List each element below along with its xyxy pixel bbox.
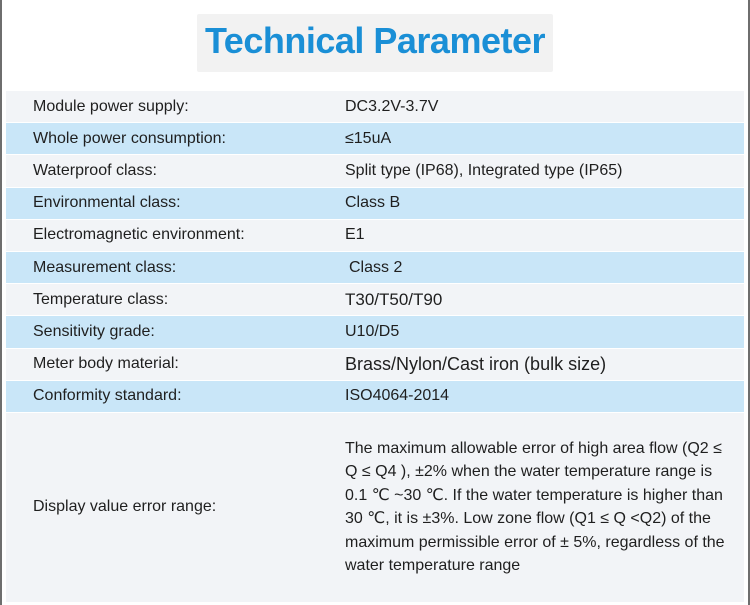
row-value: Class 2 [349,258,403,276]
table-row: Display value error range: The maximum a… [6,412,744,603]
row-label: Electromagnetic environment: [33,226,245,244]
row-value: The maximum allowable error of high area… [345,439,725,575]
row-value: Class B [345,194,401,212]
title-container: Technical Parameter [0,14,750,72]
row-value: Split type (IP68), Integrated type (IP65… [345,161,623,179]
table-row: Waterproof class: Split type (IP68), Int… [6,155,744,188]
table-row: Sensitivity grade: U10/D5 [6,316,744,349]
table-row: Measurement class: Class 2 [6,251,744,285]
row-label: Temperature class: [33,290,169,308]
row-value: DC3.2V-3.7V [345,97,439,115]
table-row: Meter body material: Brass/Nylon/Cast ir… [6,348,744,381]
row-label: Sensitivity grade: [33,322,155,340]
table-row: Conformity standard: ISO4064-2014 [6,380,744,413]
row-value: ISO4064-2014 [345,387,450,405]
table-row: Whole power consumption: ≤15uA [6,123,744,156]
row-label: Whole power consumption: [33,129,226,147]
row-label: Module power supply: [33,97,189,115]
row-label: Conformity standard: [33,387,182,405]
row-label: Display value error range: [33,498,217,516]
row-label: Meter body material: [33,355,179,373]
row-value: U10/D5 [345,322,400,340]
row-value: Brass/Nylon/Cast iron (bulk size) [345,353,607,374]
row-value: ≤15uA [345,129,392,147]
row-value: T30/T50/T90 [345,289,443,309]
row-label: Waterproof class: [33,161,157,179]
parameter-table: Module power supply: DC3.2V-3.7V Whole p… [6,91,744,603]
table-row: Electromagnetic environment: E1 [6,219,744,252]
row-label: Environmental class: [33,194,181,212]
table-row: Temperature class: T30/T50/T90 [6,284,744,317]
table-row: Environmental class: Class B [6,187,744,220]
page-title: Technical Parameter [196,14,553,72]
row-label: Measurement class: [33,258,177,276]
row-value: E1 [345,226,365,244]
table-row: Module power supply: DC3.2V-3.7V [6,91,744,124]
